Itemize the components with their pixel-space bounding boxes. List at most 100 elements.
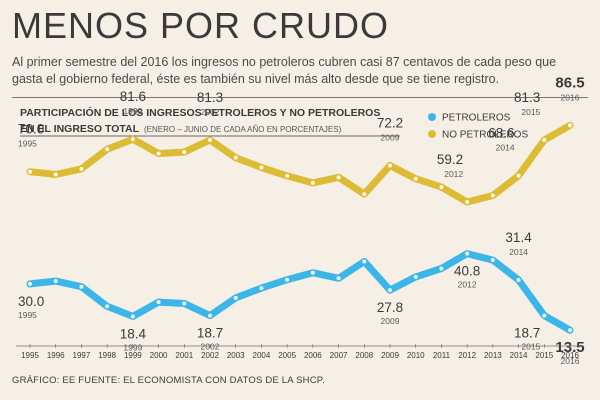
data-label-value-petroleros-2015: 18.7 <box>514 326 540 341</box>
data-point-petroleros-1995 <box>28 281 32 286</box>
data-point-petroleros-1997 <box>79 284 84 289</box>
x-tick-label-2015: 2015 <box>535 351 553 360</box>
data-label-year-no-petroleros-2015: 2015 <box>521 107 540 117</box>
data-point-no-petroleros-2007 <box>336 175 341 180</box>
series-line-no-petroleros <box>26 121 574 206</box>
data-label-value-petroleros-2014: 31.4 <box>505 230 532 245</box>
data-point-petroleros-2015 <box>542 313 547 318</box>
series-line-petroleros <box>26 250 574 334</box>
data-point-no-petroleros-2011 <box>439 185 444 190</box>
data-point-no-petroleros-2000 <box>156 151 161 156</box>
data-point-no-petroleros-2005 <box>285 173 290 178</box>
data-label-year-petroleros-2012: 2012 <box>458 280 477 290</box>
data-point-no-petroleros-2004 <box>259 165 264 170</box>
data-point-no-petroleros-2008 <box>362 192 367 197</box>
data-label-value-petroleros-2012: 40.8 <box>454 264 480 279</box>
data-label-value-no-petroleros-2012: 59.2 <box>437 152 463 167</box>
data-label-year-no-petroleros-1999: 1999 <box>123 106 142 116</box>
x-tick-label-2014: 2014 <box>510 351 528 360</box>
x-tick-label-2008: 2008 <box>355 351 373 360</box>
x-tick-label-2016: 2016 <box>561 351 579 360</box>
x-tick-label-2000: 2000 <box>150 351 168 360</box>
x-tick-label-2007: 2007 <box>330 351 348 360</box>
data-point-no-petroleros-2014 <box>516 173 521 178</box>
data-point-petroleros-2011 <box>439 266 444 271</box>
data-point-no-petroleros-1997 <box>79 166 84 171</box>
x-tick-label-1999: 1999 <box>124 351 142 360</box>
x-tick-label-1998: 1998 <box>98 351 116 360</box>
chart-title-line1: PARTICIPACIÓN DE LOS INGRESOS PETROLEROS… <box>20 106 380 119</box>
data-point-petroleros-2003 <box>233 295 238 300</box>
data-point-no-petroleros-2006 <box>310 180 315 185</box>
series-lines <box>26 121 574 334</box>
legend-label-no-petroleros: NO PETROLEROS <box>442 130 528 141</box>
data-point-petroleros-1999 <box>130 314 135 319</box>
x-axis: 1995 1996 1997 1998 1999 2000 2001 2002 2003 2004… <box>16 344 584 360</box>
data-point-no-petroleros-1995 <box>28 169 32 174</box>
source-footer: GRÁFICO: EE FUENTE: EL ECONOMISTA CON DA… <box>12 375 325 386</box>
data-point-no-petroleros-2001 <box>182 150 187 155</box>
x-tick-label-2013: 2013 <box>484 351 502 360</box>
chart-title-line2: EN EL INGRESO TOTAL <box>20 123 140 135</box>
data-point-no-petroleros-2003 <box>233 155 238 160</box>
data-point-no-petroleros-2010 <box>413 176 418 181</box>
data-point-petroleros-2000 <box>156 300 161 305</box>
data-label-year-no-petroleros-1995: 1995 <box>18 139 37 149</box>
data-label-year-no-petroleros-2016: 2016 <box>561 92 580 102</box>
x-tick-label-2002: 2002 <box>201 351 219 360</box>
data-label-year-petroleros-2014: 2014 <box>509 247 528 257</box>
data-point-no-petroleros-1996 <box>53 172 58 177</box>
x-tick-label-2012: 2012 <box>458 351 476 360</box>
data-point-no-petroleros-1998 <box>105 147 110 152</box>
title-divider <box>12 97 588 98</box>
legend-swatch-no-petroleros <box>428 130 436 138</box>
data-label-value-petroleros-2002: 18.7 <box>197 326 223 341</box>
page-subtitle: Al primer semestre del 2016 los ingresos… <box>12 55 557 86</box>
data-point-petroleros-2007 <box>336 276 341 281</box>
data-label-year-petroleros-2009: 2009 <box>381 316 400 326</box>
data-label-value-no-petroleros-2015: 81.3 <box>514 90 540 105</box>
data-point-petroleros-2008 <box>362 259 367 264</box>
data-label-value-petroleros-1995: 30.0 <box>18 294 44 309</box>
data-label-year-no-petroleros-2012: 2012 <box>444 169 463 179</box>
x-tick-label-1997: 1997 <box>73 351 91 360</box>
data-point-petroleros-1998 <box>105 304 110 309</box>
chart-title-note: (ENERO – JUNIO DE CADA AÑO EN PORCENTAJE… <box>144 125 342 134</box>
data-point-petroleros-2004 <box>259 286 264 291</box>
data-point-no-petroleros-1999 <box>130 137 135 142</box>
data-point-petroleros-2012 <box>465 251 470 256</box>
data-point-no-petroleros-2009 <box>388 163 392 168</box>
x-tick-label-1995: 1995 <box>21 351 39 360</box>
page-title: MENOS POR CRUDO <box>12 5 390 46</box>
x-tick-label-2006: 2006 <box>304 351 322 360</box>
data-point-petroleros-2016 <box>568 328 572 333</box>
x-tick-label-2005: 2005 <box>278 351 296 360</box>
data-point-petroleros-1996 <box>53 279 58 284</box>
legend-swatch-petroleros <box>428 113 436 121</box>
data-label-value-no-petroleros-1995: 70.0 <box>18 122 44 137</box>
data-label-value-petroleros-1999: 18.4 <box>120 326 147 341</box>
data-label-year-petroleros-1995: 1995 <box>18 310 37 320</box>
x-tick-label-2004: 2004 <box>253 351 271 360</box>
data-point-petroleros-2005 <box>285 277 290 282</box>
data-point-petroleros-2014 <box>516 277 521 282</box>
data-point-no-petroleros-2002 <box>208 138 212 143</box>
legend-label-petroleros: PETROLEROS <box>442 113 511 124</box>
data-label-value-no-petroleros-2016: 86.5 <box>555 74 584 91</box>
data-label-year-petroleros-2016: 2016 <box>561 356 580 366</box>
data-point-petroleros-2001 <box>182 301 187 306</box>
data-point-petroleros-2010 <box>413 274 418 279</box>
x-tick-label-2010: 2010 <box>407 351 425 360</box>
data-label-year-no-petroleros-2002: 2002 <box>201 107 220 117</box>
x-tick-label-2009: 2009 <box>381 351 399 360</box>
x-tick-label-2001: 2001 <box>175 351 193 360</box>
data-label-value-no-petroleros-2014: 68.6 <box>488 126 514 141</box>
data-label-value-no-petroleros-2009: 72.2 <box>377 116 403 131</box>
x-tick-label-2003: 2003 <box>227 351 245 360</box>
data-label-value-no-petroleros-1999: 81.6 <box>120 89 146 104</box>
data-label-value-petroleros-2009: 27.8 <box>377 300 403 315</box>
data-label-year-no-petroleros-2009: 2009 <box>381 133 400 143</box>
data-point-petroleros-2013 <box>490 258 495 263</box>
data-label-value-no-petroleros-2002: 81.3 <box>197 90 223 105</box>
